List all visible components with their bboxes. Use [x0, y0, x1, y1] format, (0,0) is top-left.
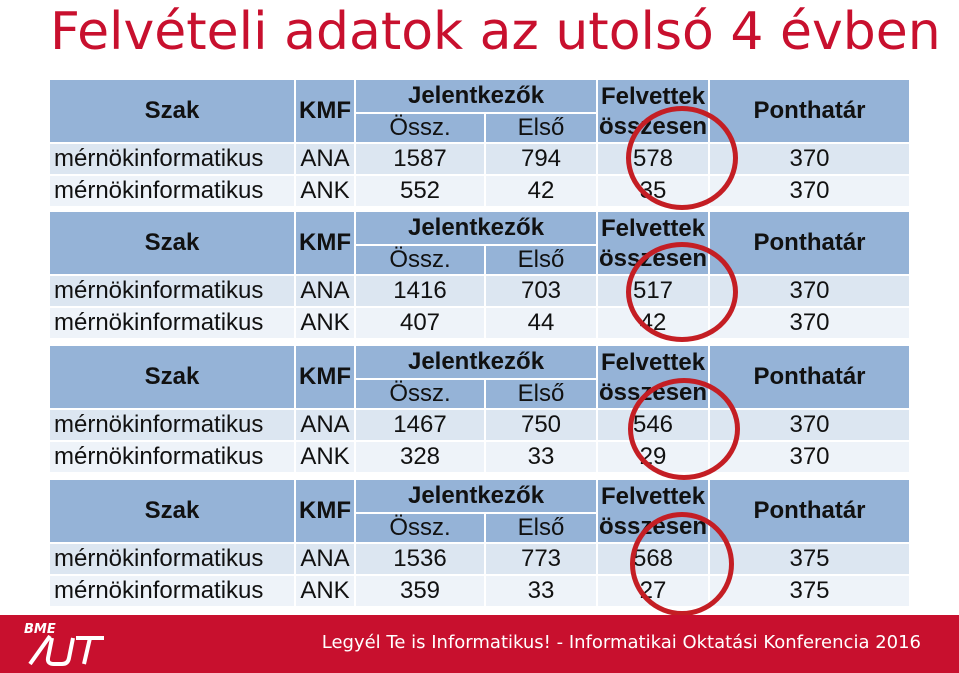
cell-ossz: 328: [355, 441, 486, 474]
header-kmf: KMF: [295, 346, 356, 410]
cell-szak: mérnökinformatikus: [50, 143, 296, 176]
cell-kmf: ANA: [295, 543, 356, 576]
header-ossz: Össz.: [355, 112, 486, 145]
highlight-circle-2: [626, 242, 738, 342]
cell-ossz: 407: [355, 307, 486, 340]
header-ossz: Össz.: [355, 512, 486, 545]
highlight-circle-4: [630, 512, 734, 616]
cell-elso: 33: [485, 441, 599, 474]
cell-szak: mérnökinformatikus: [50, 441, 296, 474]
header-ponthatar: Ponthatár: [709, 346, 912, 410]
cell-ponthatar: 370: [709, 143, 912, 176]
cell-kmf: ANK: [295, 441, 356, 474]
cell-elso: 773: [485, 543, 599, 576]
table-row: mérnökinformatikus ANK 328 33 29 370: [50, 441, 912, 474]
header-ossz: Össz.: [355, 244, 486, 277]
table-row: mérnökinformatikus ANA 1587 794 578 370: [50, 143, 912, 176]
header-elso: Első: [485, 244, 599, 277]
cell-ponthatar: 370: [709, 275, 912, 308]
header-felvettek-line1: Felvettek: [600, 483, 706, 510]
cell-kmf: ANK: [295, 575, 356, 608]
table-row: mérnökinformatikus ANK 407 44 42 370: [50, 307, 912, 340]
cell-ossz: 552: [355, 175, 486, 208]
cell-elso: 750: [485, 409, 599, 442]
cell-ossz: 1416: [355, 275, 486, 308]
logo-small-text: BME: [24, 622, 56, 637]
footer-bar: [0, 615, 959, 673]
table-row: mérnökinformatikus ANA 1467 750 546 370: [50, 409, 912, 442]
header-felvettek-line1: Felvettek: [600, 83, 706, 110]
cell-elso: 33: [485, 575, 599, 608]
header-felvettek-line1: Felvettek: [600, 215, 706, 242]
header-szak: Szak: [50, 212, 296, 276]
cell-elso: 794: [485, 143, 599, 176]
header-elso: Első: [485, 378, 599, 411]
cell-ponthatar: 375: [709, 575, 912, 608]
header-jelentkezok: Jelentkezők: [355, 480, 599, 514]
admission-table: Szak KMF Jelentkezők Felvettek összesen Ponth…: [50, 80, 912, 208]
cell-kmf: ANA: [295, 275, 356, 308]
table-row: mérnökinformatikus ANA 1416 703 517 370: [50, 275, 912, 308]
admission-table: Szak KMF Jelentkezők Felvettek összesen Ponth…: [50, 346, 912, 474]
table-row: mérnökinformatikus ANK 359 33 27 375: [50, 575, 912, 608]
header-ossz: Össz.: [355, 378, 486, 411]
cell-ponthatar: 370: [709, 441, 912, 474]
header-elso: Első: [485, 112, 599, 145]
cell-ossz: 1467: [355, 409, 486, 442]
header-ponthatar: Ponthatár: [709, 212, 912, 276]
header-kmf: KMF: [295, 212, 356, 276]
footer-text: Legyél Te is Informatikus! - Informatika…: [321, 632, 921, 653]
cell-elso: 42: [485, 175, 599, 208]
cell-ossz: 1536: [355, 543, 486, 576]
cell-szak: mérnökinformatikus: [50, 307, 296, 340]
cell-kmf: ANA: [295, 409, 356, 442]
header-elso: Első: [485, 512, 599, 545]
cell-ossz: 359: [355, 575, 486, 608]
highlight-circle-1: [626, 106, 738, 210]
logo-mark-icon: [28, 634, 104, 666]
cell-ponthatar: 370: [709, 307, 912, 340]
cell-szak: mérnökinformatikus: [50, 409, 296, 442]
table-row: mérnökinformatikus ANK 552 42 35 370: [50, 175, 912, 208]
page-title: Felvételi adatok az utolsó 4 évben: [50, 2, 941, 62]
cell-szak: mérnökinformatikus: [50, 175, 296, 208]
table-row: mérnökinformatikus ANA 1536 773 568 375: [50, 543, 912, 576]
cell-szak: mérnökinformatikus: [50, 275, 296, 308]
cell-kmf: ANK: [295, 175, 356, 208]
header-ponthatar: Ponthatár: [709, 480, 912, 544]
header-kmf: KMF: [295, 480, 356, 544]
header-felvettek-line1: Felvettek: [600, 349, 706, 376]
highlight-circle-3: [628, 378, 740, 480]
cell-elso: 703: [485, 275, 599, 308]
admission-table: Szak KMF Jelentkezők Felvettek összesen Ponth…: [50, 480, 912, 608]
header-szak: Szak: [50, 480, 296, 544]
header-ponthatar: Ponthatár: [709, 80, 912, 144]
cell-ossz: 1587: [355, 143, 486, 176]
cell-ponthatar: 375: [709, 543, 912, 576]
header-jelentkezok: Jelentkezők: [355, 212, 599, 246]
cell-ponthatar: 370: [709, 175, 912, 208]
cell-elso: 44: [485, 307, 599, 340]
cell-szak: mérnökinformatikus: [50, 575, 296, 608]
header-szak: Szak: [50, 346, 296, 410]
cell-szak: mérnökinformatikus: [50, 543, 296, 576]
cell-kmf: ANA: [295, 143, 356, 176]
cell-kmf: ANK: [295, 307, 356, 340]
header-kmf: KMF: [295, 80, 356, 144]
header-szak: Szak: [50, 80, 296, 144]
cell-ponthatar: 370: [709, 409, 912, 442]
header-jelentkezok: Jelentkezők: [355, 80, 599, 114]
header-jelentkezok: Jelentkezők: [355, 346, 599, 380]
admission-table: Szak KMF Jelentkezők Felvettek összesen Ponth…: [50, 212, 912, 340]
